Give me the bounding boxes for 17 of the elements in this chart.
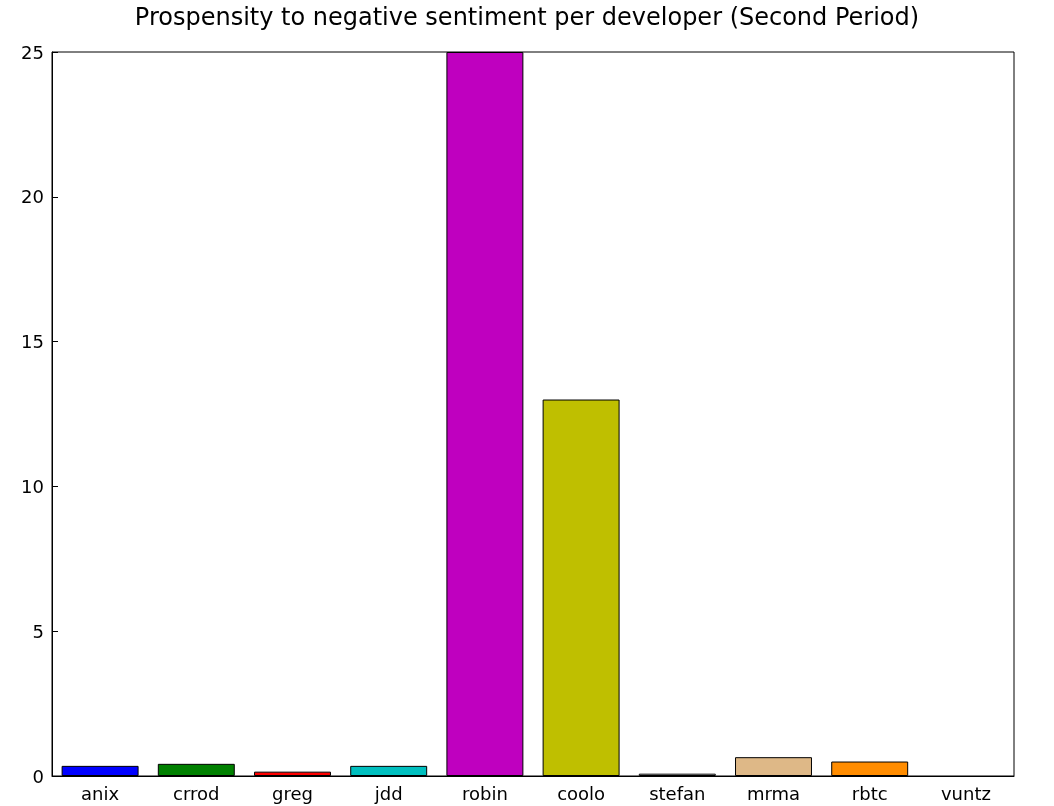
x-tick-label: greg [272,782,313,804]
x-tick-label: coolo [557,782,606,804]
x-tick-label: mrma [746,782,801,804]
y-tick-label: 10 [21,475,44,497]
chart-title: Prospensity to negative sentiment per developer (Second Period) [134,3,920,31]
x-tick-label: jdd [373,782,403,804]
x-tick-label: crrod [173,782,220,804]
y-tick-label: 5 [32,620,44,642]
x-tick-label: anix [81,782,120,804]
y-tick-label: 25 [21,41,44,63]
x-tick-label: stefan [649,782,706,804]
y-tick-label: 0 [32,765,44,787]
y-tick-label: 15 [21,331,44,353]
y-tick-label: 20 [21,186,44,208]
x-tick-label: vuntz [940,782,991,804]
x-tick-label: rbtc [851,782,888,804]
x-tick-label: robin [461,782,508,804]
